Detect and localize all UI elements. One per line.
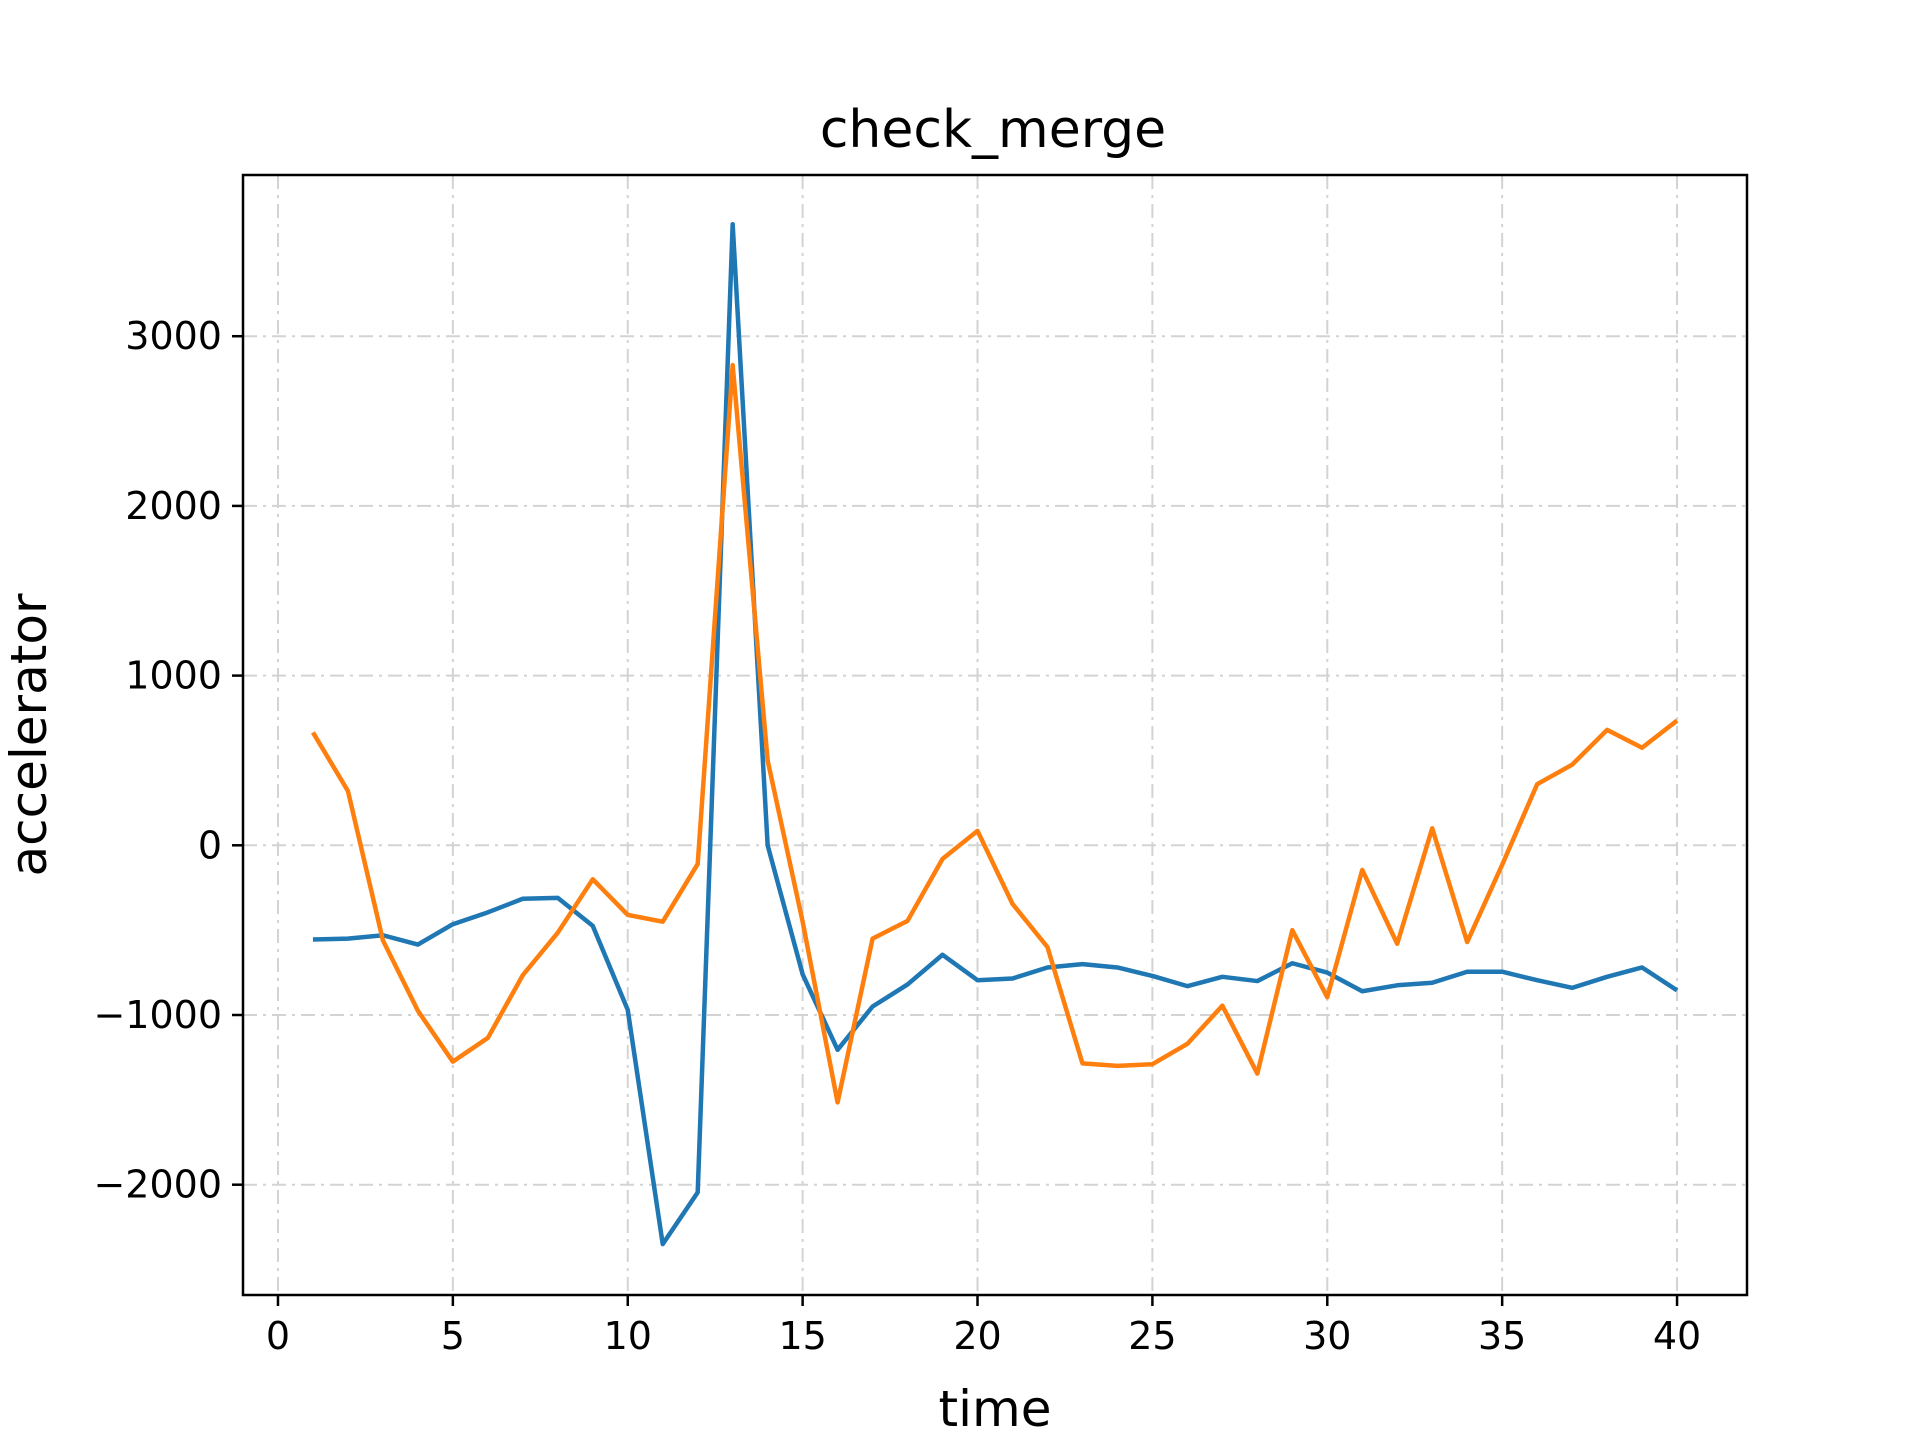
x-tick-label: 0 bbox=[266, 1314, 290, 1358]
chart-title: check_merge bbox=[820, 100, 1166, 160]
grid bbox=[243, 175, 1747, 1295]
y-tick-label: 1000 bbox=[125, 654, 222, 698]
series-1-line bbox=[312, 221, 1679, 1247]
x-tick-label: 35 bbox=[1478, 1314, 1526, 1358]
x-tick-label: 40 bbox=[1653, 1314, 1701, 1358]
x-tick-label: 25 bbox=[1128, 1314, 1176, 1358]
y-tick-label: −2000 bbox=[93, 1163, 222, 1207]
y-tick-label: 3000 bbox=[125, 314, 222, 358]
series-group bbox=[311, 221, 1679, 1247]
x-tick-label: 20 bbox=[953, 1314, 1001, 1358]
y-axis-label: accelerator bbox=[0, 593, 58, 876]
x-tick-label: 15 bbox=[778, 1314, 826, 1358]
axis-ticks: 0 5 10 15 20 25 30 35 40 −2000 −1000 0 1000 2000 3000 bbox=[93, 314, 1701, 1358]
y-tick-label: 0 bbox=[198, 823, 222, 867]
y-tick-label: 2000 bbox=[125, 484, 222, 528]
series-2-line bbox=[311, 362, 1679, 1105]
plot-frame bbox=[241, 173, 1749, 1297]
x-axis-label: time bbox=[939, 1380, 1052, 1438]
x-tick-label: 5 bbox=[441, 1314, 465, 1358]
x-tick-label: 30 bbox=[1303, 1314, 1351, 1358]
y-tick-label: −1000 bbox=[93, 993, 222, 1037]
x-tick-label: 10 bbox=[604, 1314, 652, 1358]
